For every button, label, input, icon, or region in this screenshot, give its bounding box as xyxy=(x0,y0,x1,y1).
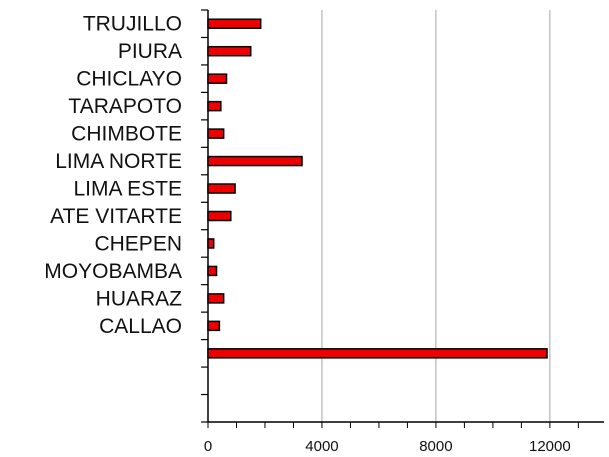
bar-2 xyxy=(207,73,228,84)
y-tick-label-5: LIMA NORTE xyxy=(55,150,182,173)
bar-6 xyxy=(207,183,236,194)
bars xyxy=(207,18,548,359)
y-tick-label-7: ATE VITARTE xyxy=(50,205,182,228)
bar-5 xyxy=(207,155,303,167)
bar-4 xyxy=(207,128,225,139)
y-tick-label-10: HUARAZ xyxy=(96,287,183,310)
axes xyxy=(201,9,604,428)
x-tick-label-0: 0 xyxy=(204,438,212,455)
y-tick-label-3: TARAPOTO xyxy=(68,95,182,118)
bar-11 xyxy=(207,320,221,332)
bar-1 xyxy=(207,45,252,57)
bar-9 xyxy=(207,265,218,277)
bar-3 xyxy=(207,100,222,112)
x-tick-label-3: 12000 xyxy=(529,438,571,455)
grid-lines xyxy=(321,10,551,422)
bar-8 xyxy=(207,238,215,249)
bar-7 xyxy=(207,210,232,222)
x-tick-label-2: 8000 xyxy=(419,438,452,455)
y-tick-label-8: CHEPEN xyxy=(94,232,182,255)
x-tick-labels: 0 4000 8000 12000 xyxy=(204,438,571,455)
bar-10 xyxy=(207,293,225,304)
y-tick-label-6: LIMA ESTE xyxy=(73,178,182,201)
bar-0 xyxy=(207,18,262,29)
y-tick-label-4: CHIMBOTE xyxy=(71,123,182,146)
y-tick-label-9: MOYOBAMBA xyxy=(44,260,182,283)
y-tick-labels: TRUJILLO PIURA CHICLAYO TARAPOTO CHIMBOTE LIM… xyxy=(44,13,182,338)
y-tick-label-11: CALLAO xyxy=(99,315,182,338)
y-tick-label-2: CHICLAYO xyxy=(76,68,182,91)
y-tick-label-0: TRUJILLO xyxy=(83,13,182,36)
bar-12 xyxy=(207,348,548,359)
y-tick-label-1: PIURA xyxy=(118,40,182,63)
x-tick-label-1: 4000 xyxy=(305,438,338,455)
